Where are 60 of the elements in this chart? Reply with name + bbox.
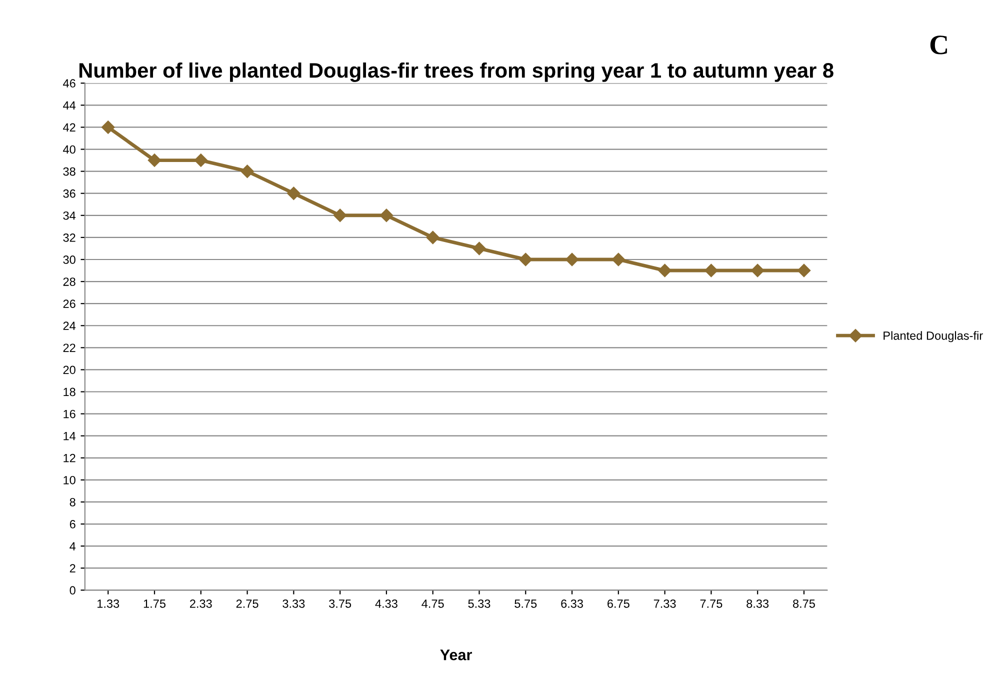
point (380, 208, 394, 222)
x-tick-label: 5.75 (514, 600, 537, 608)
x-tick-label: 7.33 (654, 599, 676, 608)
x-tick-label: 3.75 (329, 599, 352, 608)
y-tick-label: 2 (70, 564, 76, 572)
y-tick-label: 16 (64, 410, 76, 418)
x-tick-label: 8.33 (746, 599, 769, 608)
text: C (930, 36, 947, 54)
point (750, 264, 764, 278)
point (612, 252, 625, 266)
x-axis-title: Year (440, 650, 472, 660)
x-tick-label: 4.75 (422, 600, 444, 608)
y-tick-label: 38 (63, 167, 76, 176)
point (472, 242, 486, 256)
y-tick-label: 32 (63, 233, 76, 242)
point (797, 264, 811, 278)
x-tick-label: 2.75 (236, 599, 258, 608)
y-tick-label: 36 (63, 189, 76, 198)
y-tick-label: 20 (63, 366, 76, 374)
y-tick-label: 18 (64, 388, 76, 396)
point (426, 230, 440, 244)
y-tick-label: 10 (64, 476, 76, 484)
x-tick-label: 2.33 (190, 599, 212, 608)
x-tick-label: 5.33 (468, 599, 490, 608)
point (287, 186, 300, 200)
point (519, 252, 532, 266)
x-tick-label: 4.33 (375, 599, 398, 608)
point (240, 164, 254, 178)
y-tick-label: 8 (70, 498, 76, 506)
point (194, 154, 208, 167)
x-tick-label: 8.75 (793, 599, 815, 608)
y-tick-label: 6 (70, 520, 76, 528)
point (658, 264, 672, 278)
y-tick-label: 44 (63, 101, 76, 110)
y-tick-label: 28 (63, 278, 76, 286)
y-tick-label: 42 (63, 123, 76, 132)
legend-label: Planted Douglas-fir (884, 331, 983, 342)
x-tick-label: 1.33 (98, 599, 120, 608)
y-tick-label: 0 (70, 586, 76, 595)
y-tick-label: 46 (63, 79, 76, 88)
y-tick-label: 4 (70, 542, 76, 550)
y-tick-label: 14 (64, 432, 76, 440)
y-tick-label: 34 (63, 211, 76, 220)
y-tick-label: 12 (64, 454, 76, 462)
y-tick-label: 24 (63, 322, 76, 330)
x-tick-label: 1.75 (144, 600, 166, 608)
point (704, 264, 718, 278)
point (565, 252, 579, 266)
y-tick-label: 40 (63, 145, 76, 154)
point (102, 120, 115, 134)
point (148, 154, 162, 167)
x-tick-label: 3.33 (282, 599, 305, 608)
y-tick-label: 26 (63, 300, 76, 308)
x-tick-label: 6.33 (561, 599, 583, 608)
chart-title: Number of live planted Douglas-fir trees from spring year 1 to autumn year 8 (79, 62, 834, 82)
y-tick-label: 30 (63, 256, 76, 264)
x-tick-label: 6.75 (608, 599, 630, 608)
x-tick-label: 7.75 (700, 600, 722, 608)
point (333, 208, 347, 222)
y-tick-label: 22 (63, 344, 76, 352)
